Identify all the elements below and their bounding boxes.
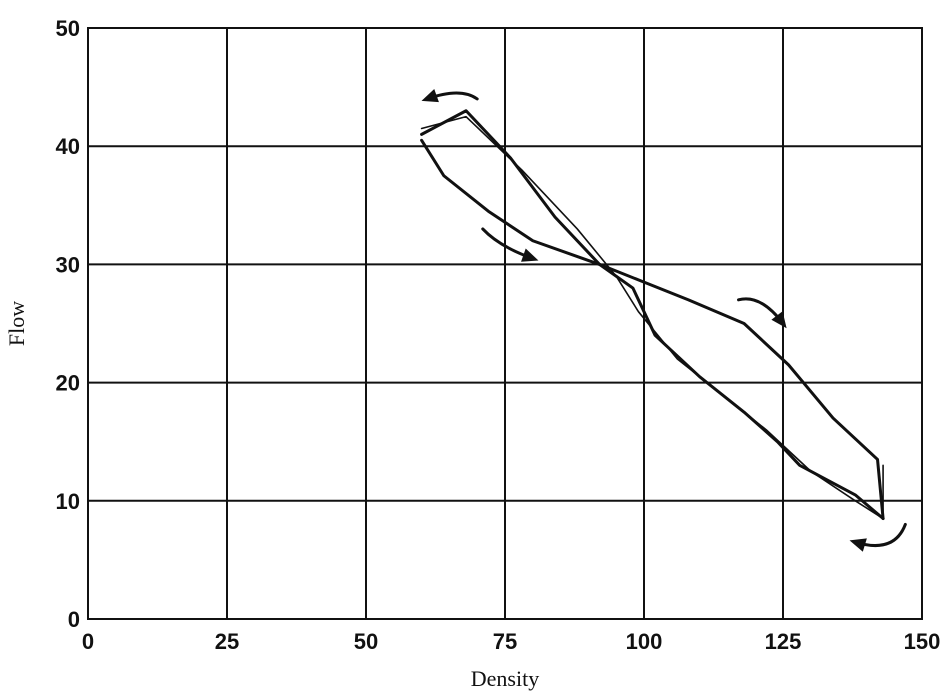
arrowhead-icon [421,88,439,103]
y-tick-label: 50 [56,16,80,41]
y-tick-label: 0 [68,607,80,632]
series-line-1 [420,138,885,521]
x-tick-label: 150 [904,629,941,654]
x-tick-label: 125 [765,629,802,654]
y-axis-ticks: 0 10 20 30 40 50 [56,16,80,632]
grid [87,27,923,620]
x-tick-label: 0 [82,629,94,654]
x-tick-label: 75 [493,629,517,654]
y-tick-label: 10 [56,489,80,514]
arrowhead-icon [849,538,867,552]
x-tick-label: 25 [215,629,239,654]
x-axis-ticks: 0 25 50 75 100 125 150 [82,629,940,654]
y-tick-label: 20 [56,371,80,396]
arrowhead-icon [771,311,787,329]
plot-frame [87,27,923,620]
series-line-2 [420,109,885,521]
direction-arrows [421,88,907,552]
x-tick-label: 50 [354,629,378,654]
x-tick-label: 100 [626,629,663,654]
x-axis-title: Density [471,666,539,691]
data-series [420,109,885,521]
series-line-3 [420,115,884,520]
y-tick-label: 40 [56,134,80,159]
arrowhead-icon [521,248,539,262]
y-tick-label: 30 [56,252,80,277]
y-axis-title: Flow [4,301,29,346]
